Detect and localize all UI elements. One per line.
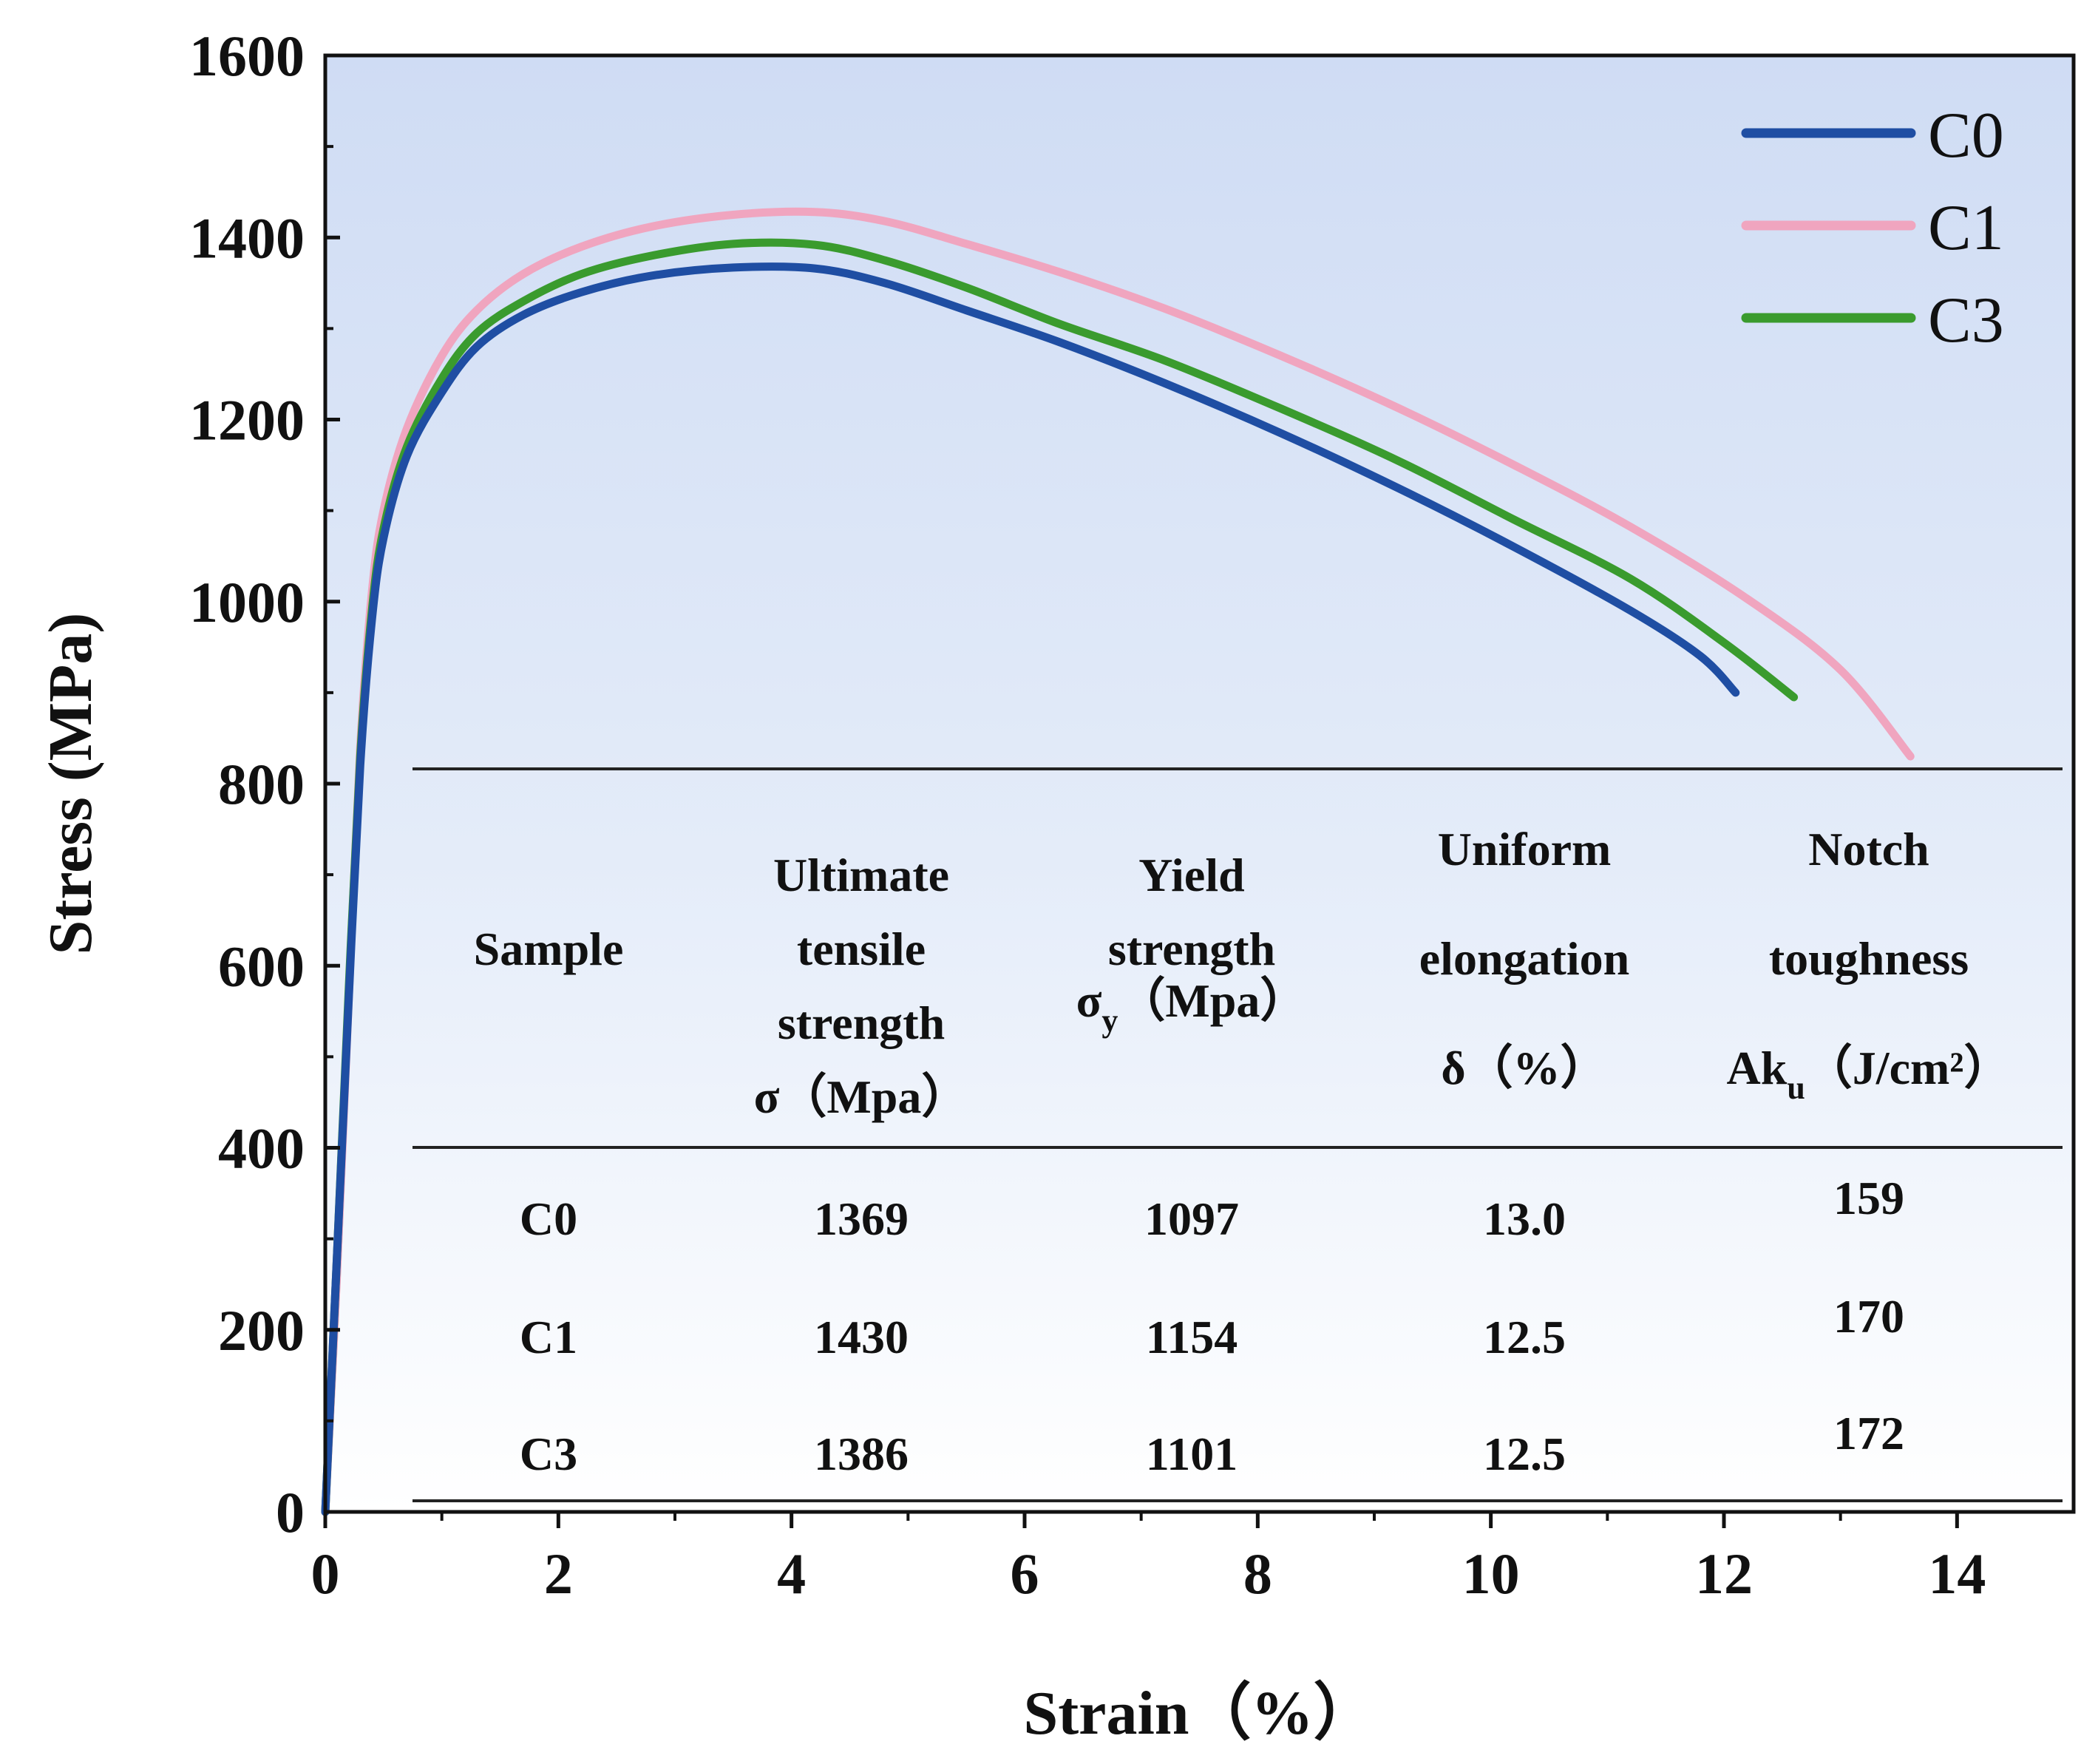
y-tick-label: 1600 <box>189 24 305 88</box>
y-tick-label: 800 <box>218 752 305 816</box>
table-cell: 1154 <box>1146 1311 1238 1363</box>
header-symbol: σ <box>1076 974 1102 1027</box>
y-axis-title: Stress (MPa) <box>36 613 105 955</box>
table-header-unit: δ（%） <box>1441 1042 1607 1094</box>
table-cell: 159 <box>1833 1172 1904 1224</box>
header-symbol: δ <box>1441 1042 1465 1094</box>
table-header-text: Sample <box>474 923 624 975</box>
table-header-unit: Aku（J/cm²） <box>1727 1042 2012 1106</box>
table-cell: C0 <box>520 1193 577 1245</box>
table-header-text: strength <box>778 997 945 1049</box>
plot-background <box>325 55 2074 1512</box>
y-tick-label: 1200 <box>189 388 305 452</box>
x-tick-label: 6 <box>1011 1541 1039 1606</box>
header-unit: （Mpa） <box>1118 974 1307 1027</box>
x-tick-label: 12 <box>1695 1541 1753 1606</box>
table-cell: 1386 <box>814 1428 909 1480</box>
header-symbol: Ak <box>1727 1042 1788 1094</box>
table-header-text: elongation <box>1419 932 1629 985</box>
legend-label: C3 <box>1928 285 2004 356</box>
x-tick-label: 0 <box>311 1541 340 1606</box>
table-header-text: tensile <box>797 923 926 975</box>
table-cell: 1369 <box>814 1193 909 1245</box>
y-tick-label: 1400 <box>189 206 305 270</box>
legend: C0 C1 C3 <box>1741 100 2004 356</box>
table-header-text: Yield <box>1138 849 1244 901</box>
table-cell: C1 <box>520 1311 577 1363</box>
x-tick-label: 2 <box>544 1541 573 1606</box>
y-tick-label: 1000 <box>189 570 305 634</box>
table-cell: 1097 <box>1144 1193 1239 1245</box>
table-header-text: Ultimate <box>773 849 949 901</box>
table-cell: 170 <box>1833 1290 1904 1343</box>
table-cell: 12.5 <box>1483 1428 1566 1480</box>
table-cell: C3 <box>520 1428 577 1480</box>
table-cell: 1430 <box>814 1311 909 1363</box>
series-line-c0 <box>321 262 1740 1516</box>
table-cell: 12.5 <box>1483 1311 1566 1363</box>
table-header-text: toughness <box>1769 932 1969 985</box>
axes: 0 200 400 600 800 1000 1200 1400 1600 0 2 4 6 8 10 12 14 <box>189 24 1986 1606</box>
table-header-text: Uniform <box>1438 823 1612 875</box>
y-tick-label: 200 <box>218 1298 305 1363</box>
header-unit: （J/cm²） <box>1805 1042 2012 1094</box>
properties-table: SampleUltimatetensilestrengthσ（Mpa）Yield… <box>413 767 2063 1502</box>
x-axis-title: Strain（%） <box>1023 1679 1375 1748</box>
y-tick-label: 400 <box>218 1116 305 1181</box>
y-tick-label: 0 <box>276 1480 305 1544</box>
x-tick-label: 10 <box>1462 1541 1520 1606</box>
header-subscript: y <box>1101 1003 1118 1039</box>
series-group <box>321 207 1915 1516</box>
table-header-unit: σy（Mpa） <box>1076 974 1308 1039</box>
table-cell: 172 <box>1833 1407 1904 1459</box>
table-header-text: Notch <box>1808 823 1929 875</box>
header-unit: （Mpa） <box>779 1071 968 1123</box>
legend-label: C1 <box>1928 192 2004 264</box>
table-cell: 1101 <box>1146 1428 1238 1480</box>
x-tick-label: 14 <box>1928 1541 1986 1606</box>
y-tick-label: 600 <box>218 934 305 998</box>
x-tick-label: 4 <box>777 1541 806 1606</box>
table-header-unit: σ（Mpa） <box>754 1071 969 1123</box>
legend-label: C0 <box>1928 100 2004 172</box>
x-tick-label: 8 <box>1243 1541 1272 1606</box>
header-subscript: u <box>1787 1070 1805 1106</box>
header-unit: （%） <box>1466 1042 1608 1094</box>
header-symbol: σ <box>754 1071 780 1123</box>
table-header-text: strength <box>1108 923 1275 975</box>
table-cell: 13.0 <box>1483 1193 1566 1245</box>
